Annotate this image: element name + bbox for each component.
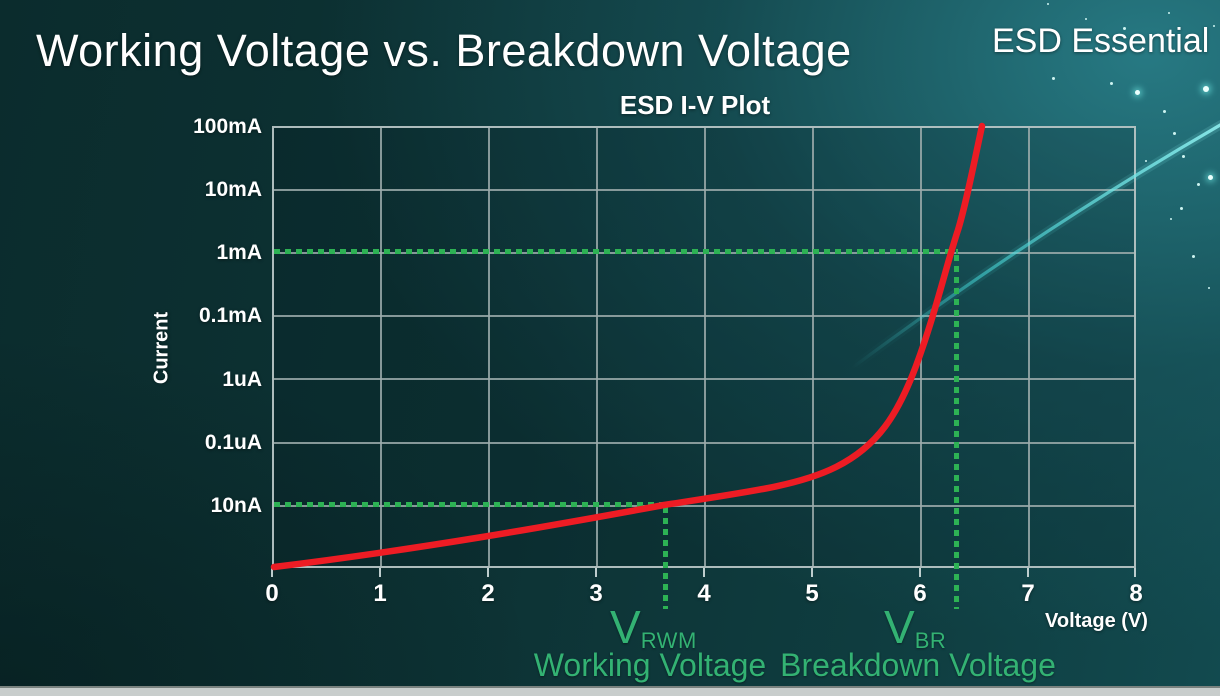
x-tick-label: 5 [805, 580, 819, 607]
gridline-horizontal [274, 378, 1134, 380]
x-tick [703, 568, 705, 577]
sparkle-dot [1203, 86, 1209, 92]
sparkle-dot [1168, 12, 1170, 14]
x-tick [811, 568, 813, 577]
y-tick-label: 0.1mA [198, 304, 262, 327]
gridline-horizontal [274, 442, 1134, 444]
y-tick-label: 1uA [222, 368, 262, 391]
annotation-vrwm-symbol: VRWM [610, 604, 697, 652]
y-tick-label: 0.1uA [204, 431, 262, 454]
x-tick [487, 568, 489, 577]
plot-area [272, 126, 1136, 568]
x-tick [595, 568, 597, 577]
sparkle-dot [1123, 27, 1126, 30]
sparkle-dot [1145, 160, 1147, 162]
gridline-horizontal [274, 189, 1134, 191]
gridline-vertical [704, 128, 706, 566]
y-tick-label: 100mA [193, 115, 262, 138]
x-tick-label: 2 [481, 580, 495, 607]
brand-label: ESD Essential [992, 22, 1210, 60]
gridline-vertical [380, 128, 382, 566]
x-tick [271, 568, 273, 577]
sparkle-dot [1182, 155, 1185, 158]
x-tick-label: 4 [697, 580, 711, 607]
sparkle-dot [1208, 175, 1213, 180]
guide-line-10nA [274, 502, 664, 507]
gridline-vertical [596, 128, 598, 566]
x-tick [1027, 568, 1029, 577]
gridline-horizontal [274, 505, 1134, 507]
sparkle-dot [1213, 25, 1215, 27]
y-tick-label: 10mA [204, 178, 262, 201]
gridline-vertical [1028, 128, 1030, 566]
guide-line-1mA [274, 249, 958, 254]
page-title: Working Voltage vs. Breakdown Voltage [36, 25, 852, 76]
sparkle-dot [1208, 287, 1210, 289]
x-tick-label: 1 [373, 580, 387, 607]
gridline-vertical [812, 128, 814, 566]
x-axis-title: Voltage (V) [1045, 610, 1148, 632]
vbr-v: V [884, 601, 915, 653]
guide-line-vrwm [663, 507, 668, 609]
sparkle-dot [1197, 183, 1200, 186]
x-tick [1134, 568, 1136, 577]
vrwm-v: V [610, 601, 641, 653]
x-tick-label: 8 [1129, 580, 1143, 607]
bottom-bar [0, 686, 1220, 696]
sparkle-dot [1085, 18, 1087, 20]
x-tick [919, 568, 921, 577]
gridline-vertical [488, 128, 490, 566]
y-tick-label: 10nA [210, 494, 262, 517]
sparkle-dot [1192, 255, 1195, 258]
x-tick-label: 7 [1021, 580, 1035, 607]
x-tick-label: 0 [265, 580, 279, 607]
gridline-horizontal [274, 315, 1134, 317]
sparkle-dot [1047, 3, 1049, 5]
annotation-working-voltage: Working Voltage [533, 647, 767, 683]
x-tick [379, 568, 381, 577]
chart-title: ESD I-V Plot [619, 90, 771, 120]
sparkle-dot [1173, 132, 1176, 135]
y-tick-label: 1mA [216, 241, 262, 264]
vbr-sub: BR [914, 628, 947, 653]
annotation-breakdown-voltage: Breakdown Voltage [780, 647, 1056, 683]
x-tick-label: 3 [589, 580, 603, 607]
sparkle-dot [1163, 110, 1166, 113]
sparkle-dot [1052, 77, 1055, 80]
sparkle-dot [1170, 218, 1172, 220]
vrwm-sub: RWM [640, 628, 697, 653]
sparkle-dot [1180, 207, 1183, 210]
sparkle-dot [1135, 90, 1140, 95]
x-tick-label: 6 [913, 580, 927, 607]
annotation-vbr-symbol: VBR [884, 604, 946, 652]
sparkle-dot [1110, 82, 1113, 85]
guide-line-vbr [954, 255, 959, 609]
